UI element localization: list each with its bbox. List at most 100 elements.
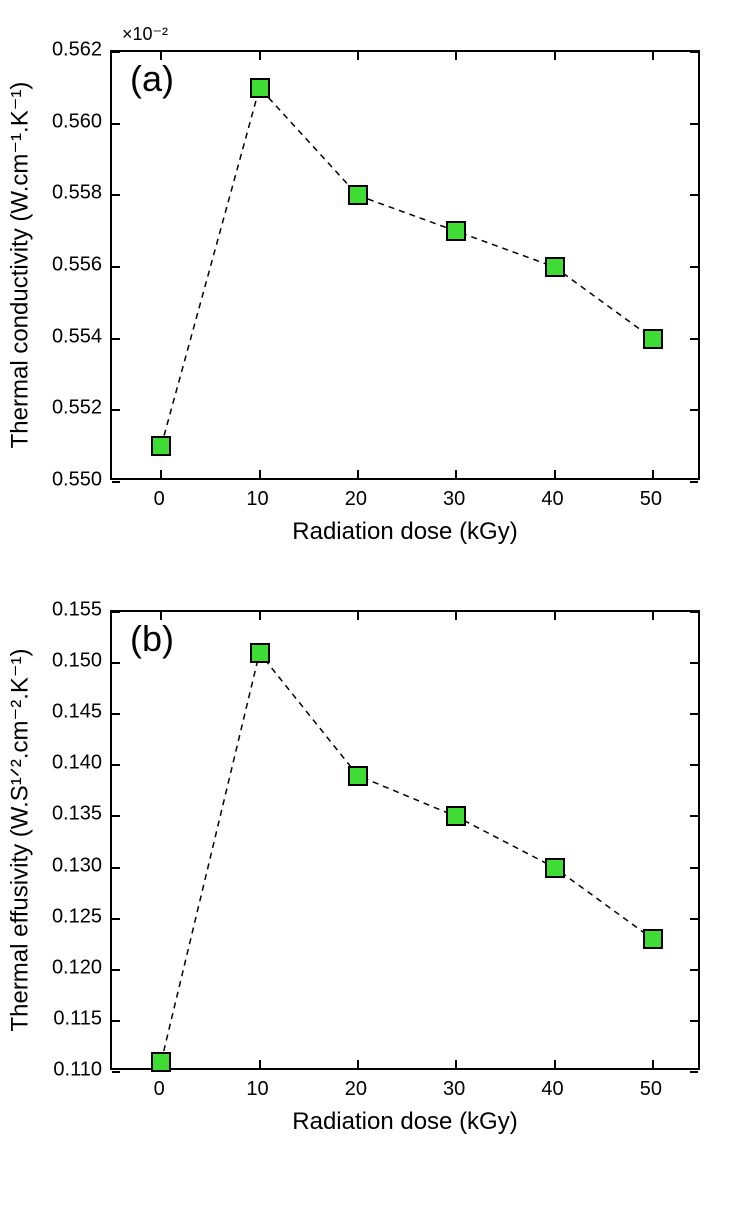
x-tick-label: 10 (246, 488, 268, 511)
x-tick (652, 612, 654, 620)
x-axis-label: Radiation dose (kGy) (292, 1108, 517, 1136)
figure-container: 010203040500.5500.5520.5540.5560.5580.56… (0, 10, 733, 1170)
y-tick (690, 918, 698, 920)
x-tick (357, 470, 359, 478)
x-tick-label: 10 (246, 1078, 268, 1101)
x-tick-label: 50 (640, 1078, 662, 1101)
y-tick (112, 713, 120, 715)
plot-area-b (110, 610, 700, 1070)
x-tick-label: 50 (640, 488, 662, 511)
x-tick (652, 470, 654, 478)
y-tick (112, 969, 120, 971)
x-tick-label: 0 (154, 1078, 165, 1101)
y-tick (112, 1020, 120, 1022)
y-tick-label: 0.130 (52, 854, 102, 877)
y-tick (690, 867, 698, 869)
y-axis-label: Thermal conductivity (W.cm⁻¹.K⁻¹) (6, 82, 35, 449)
y-tick (690, 481, 698, 483)
x-tick-label: 30 (443, 488, 465, 511)
x-tick (652, 1060, 654, 1068)
y-tick-label: 0.155 (52, 599, 102, 622)
x-tick (357, 52, 359, 60)
data-marker (151, 1052, 171, 1072)
chart-panel-b: 0 10 20 30 40 50 0.110 0.115 0.120 0.125 0.130 0.13… (0, 590, 733, 1170)
y-tick (112, 662, 120, 664)
x-tick-label: 20 (345, 488, 367, 511)
y-tick-label: 0.115 (53, 1007, 102, 1030)
y-tick-label: 0.558 (52, 182, 102, 205)
y-tick (112, 123, 120, 125)
y-tick (690, 815, 698, 817)
y-tick (690, 713, 698, 715)
y-tick (112, 409, 120, 411)
y-tick (112, 266, 120, 268)
y-tick-label: 0.120 (52, 956, 102, 979)
y-tick (690, 1020, 698, 1022)
x-tick (259, 470, 261, 478)
y-tick-label: 0.150 (52, 650, 102, 673)
y-tick (112, 1071, 120, 1073)
y-tick (112, 867, 120, 869)
y-tick-label: 0.554 (52, 325, 102, 348)
y-tick (112, 611, 120, 613)
data-marker (545, 858, 565, 878)
x-tick-label: 40 (541, 1078, 563, 1101)
y-tick (112, 815, 120, 817)
panel-label: (b) (130, 618, 174, 660)
y-axis-label: Thermal effusivity (W.S¹ᐟ².cm⁻².K⁻¹) (6, 648, 35, 1031)
y-tick (112, 481, 120, 483)
x-tick-label: 0 (154, 488, 165, 511)
y-tick (690, 51, 698, 53)
y-tick (112, 764, 120, 766)
data-marker (250, 643, 270, 663)
y-tick (112, 194, 120, 196)
y-tick-label: 0.125 (52, 905, 102, 928)
x-tick (554, 612, 556, 620)
x-tick (455, 470, 457, 478)
data-marker (446, 806, 466, 826)
y-tick (690, 194, 698, 196)
data-marker (151, 436, 171, 456)
panel-label: (a) (130, 58, 174, 100)
x-tick (554, 470, 556, 478)
x-tick (357, 612, 359, 620)
y-tick-label: 0.560 (52, 110, 102, 133)
x-tick-label: 40 (541, 488, 563, 511)
x-axis-label: Radiation dose (kGy) (292, 518, 517, 546)
y-tick (690, 611, 698, 613)
y-tick (112, 918, 120, 920)
data-marker (446, 221, 466, 241)
x-tick-label: 20 (345, 1078, 367, 1101)
data-marker (643, 929, 663, 949)
x-tick (554, 52, 556, 60)
data-marker (643, 329, 663, 349)
y-tick-label: 0.140 (52, 752, 102, 775)
plot-area-a (110, 50, 700, 480)
x-tick (455, 612, 457, 620)
y-tick-label: 0.145 (52, 701, 102, 724)
y-tick (690, 409, 698, 411)
y-tick (690, 338, 698, 340)
series-line (112, 612, 702, 1072)
y-tick-label: 0.556 (52, 254, 102, 277)
y-tick (690, 969, 698, 971)
y-tick-label: 0.135 (52, 803, 102, 826)
series-line (112, 52, 702, 482)
x-tick-label: 30 (443, 1078, 465, 1101)
data-marker (348, 185, 368, 205)
x-tick (259, 612, 261, 620)
y-tick-label: 0.110 (53, 1059, 102, 1082)
y-tick (690, 266, 698, 268)
y-exponent-label: ×10⁻² (122, 24, 168, 45)
x-tick (259, 52, 261, 60)
data-marker (348, 766, 368, 786)
x-tick (259, 1060, 261, 1068)
y-tick (690, 1071, 698, 1073)
y-tick-label: 0.562 (52, 39, 102, 62)
y-tick (690, 123, 698, 125)
x-tick (160, 470, 162, 478)
x-tick (455, 1060, 457, 1068)
x-tick (455, 52, 457, 60)
data-marker (250, 78, 270, 98)
data-marker (545, 257, 565, 277)
